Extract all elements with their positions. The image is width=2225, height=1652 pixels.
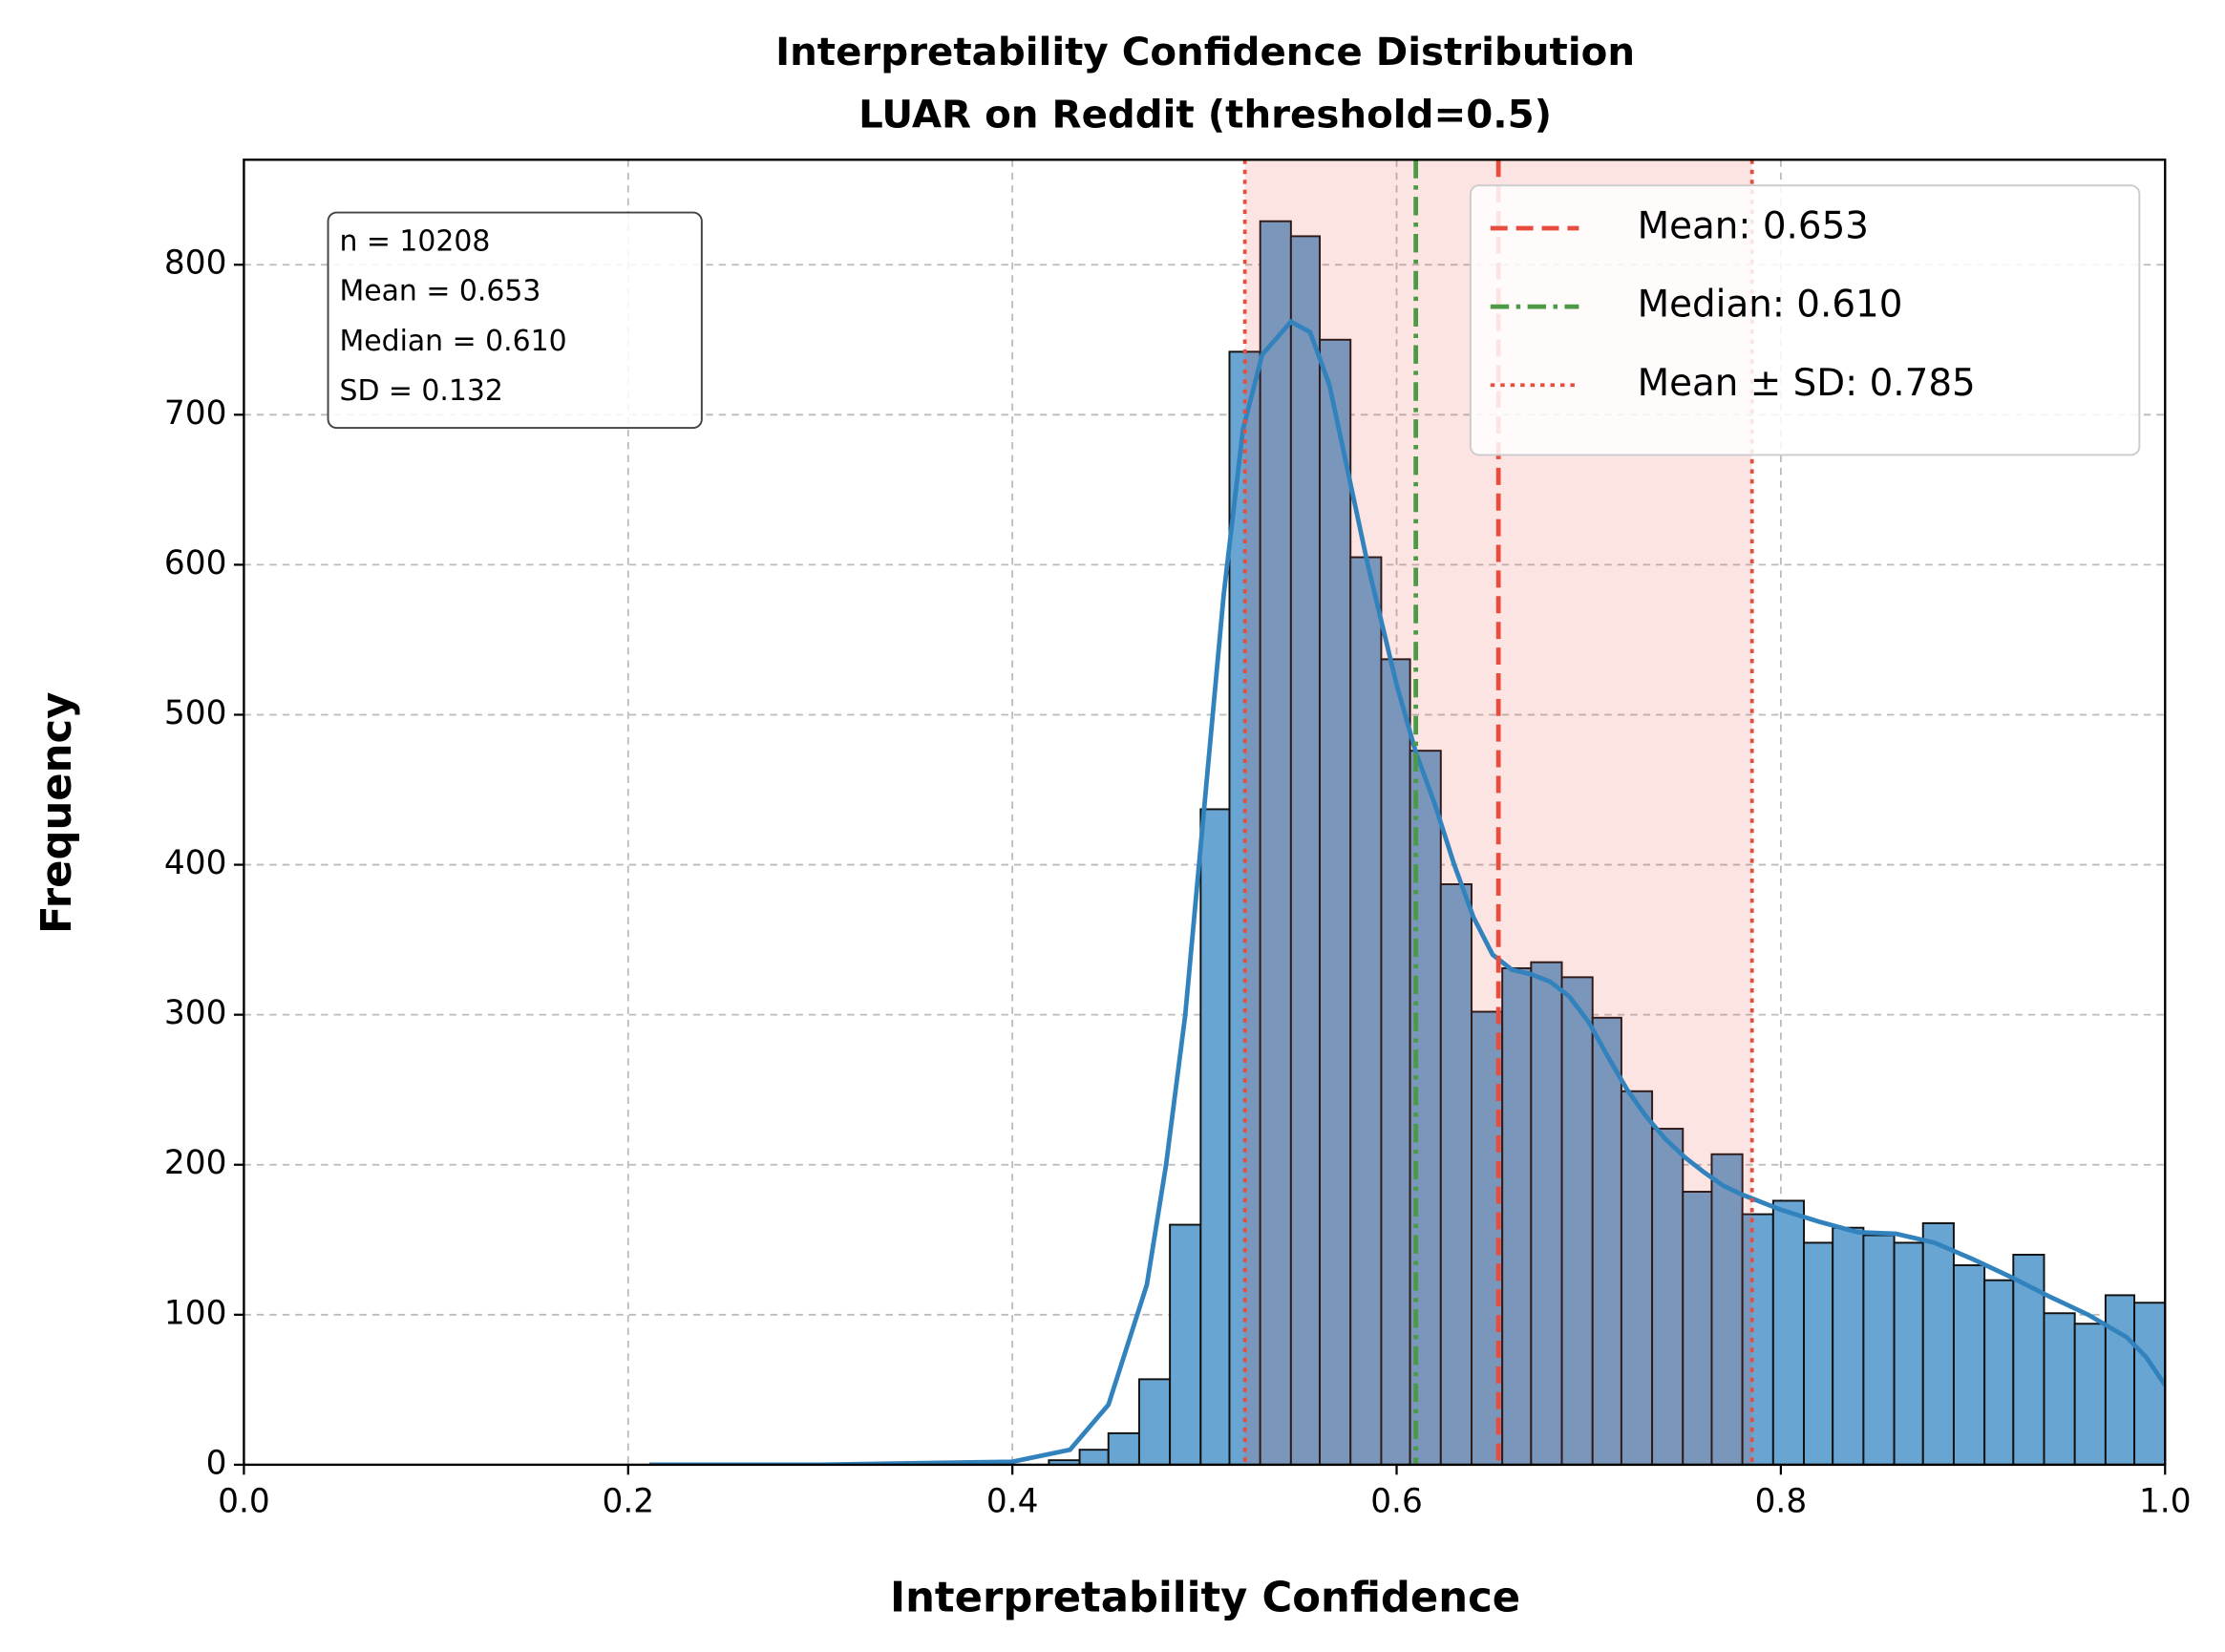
legend-label: Mean ± SD: 0.785 (1638, 362, 1976, 405)
bar (1380, 658, 1411, 1465)
bar (1771, 1199, 1805, 1465)
annotation-text: n = 10208 (339, 224, 490, 258)
y-tick-label: 0 (206, 1444, 227, 1482)
bar (1169, 1223, 1202, 1465)
bar (1530, 961, 1563, 1465)
annotation-text: SD = 0.132 (339, 374, 502, 408)
x-tick-label: 0.6 (1370, 1483, 1423, 1521)
bar (1620, 1090, 1654, 1465)
x-tick-label: 0.2 (602, 1483, 654, 1521)
bar (1893, 1241, 1924, 1465)
x-axis-label: Interpretability Confidence (890, 1574, 1520, 1621)
kde-line (648, 318, 2166, 1465)
bar (1682, 1191, 1713, 1465)
bar (1137, 1378, 1172, 1465)
y-axis-label: Frequency (33, 692, 81, 934)
chart-subtitle: LUAR on Reddit (threshold=0.5) (858, 92, 1552, 137)
legend-box (1469, 184, 2141, 456)
bar (1501, 966, 1533, 1465)
y-tick-label: 100 (164, 1294, 227, 1332)
bar (1078, 1449, 1110, 1465)
x-tick-label: 0.4 (986, 1483, 1039, 1521)
bar (2012, 1254, 2045, 1465)
bar (1803, 1241, 1834, 1465)
annotation-text: Mean = 0.653 (339, 275, 540, 308)
bar (1832, 1226, 1865, 1465)
y-tick-label: 400 (164, 844, 227, 882)
legend-label: Mean: 0.653 (1638, 204, 1869, 247)
y-tick-label: 500 (164, 694, 227, 732)
x-tick-label: 1.0 (2139, 1483, 2192, 1521)
bar (1952, 1264, 1986, 1465)
bar (2073, 1323, 2107, 1465)
bar (1560, 976, 1594, 1465)
bar (1439, 883, 1473, 1465)
bar (1107, 1431, 1140, 1465)
annotation-text: Median = 0.610 (339, 325, 566, 358)
bar (2104, 1294, 2136, 1465)
bar (1710, 1153, 1744, 1465)
y-tick-label: 600 (164, 544, 227, 582)
bar (2133, 1302, 2166, 1465)
x-tick-label: 0.0 (218, 1483, 270, 1521)
chart-title: Interpretability Confidence Distribution (775, 30, 1635, 74)
y-tick-label: 700 (164, 394, 227, 433)
y-tick-label: 300 (164, 994, 227, 1032)
y-tick-label: 200 (164, 1144, 227, 1182)
bar (2043, 1312, 2076, 1465)
legend-label: Median: 0.610 (1638, 284, 1903, 327)
bar (1921, 1222, 1955, 1465)
bar (1651, 1128, 1685, 1465)
bar (1199, 808, 1231, 1465)
x-tick-label: 0.8 (1755, 1483, 1808, 1521)
y-tick-label: 800 (164, 244, 227, 283)
bar (1983, 1279, 2015, 1465)
axes-frame (243, 159, 2167, 1467)
annotation-box (327, 211, 703, 430)
bar (1289, 235, 1322, 1465)
bar (1862, 1234, 1896, 1465)
